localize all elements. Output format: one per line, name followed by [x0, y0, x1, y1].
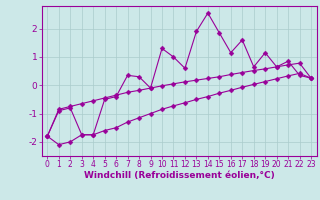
X-axis label: Windchill (Refroidissement éolien,°C): Windchill (Refroidissement éolien,°C)	[84, 171, 275, 180]
